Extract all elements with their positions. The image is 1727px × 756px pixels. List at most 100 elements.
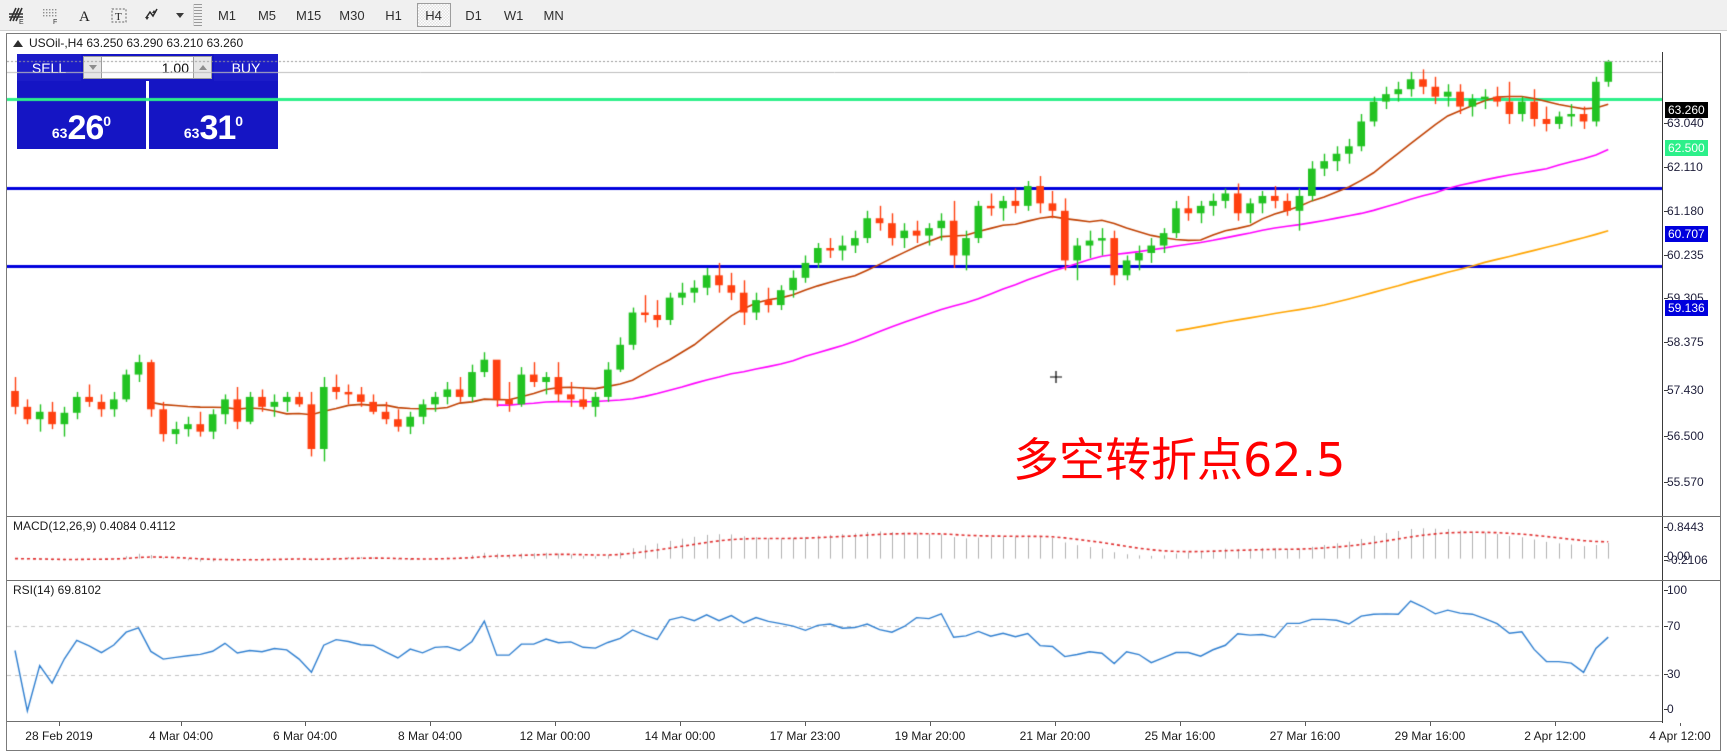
price-axis-tick: 59.136	[1665, 300, 1708, 316]
price-axis-tick: 58.375	[1664, 335, 1704, 349]
macd-axis-tick: -0.2106	[1664, 553, 1708, 567]
chart-window[interactable]: USOil-,H4 63.250 63.290 63.210 63.260 SE…	[6, 33, 1721, 751]
axis-tickmark	[1664, 590, 1668, 591]
time-axis-label: 14 Mar 00:00	[644, 729, 716, 743]
svg-text:A: A	[79, 9, 90, 25]
price-axis-tick: 60.235	[1664, 248, 1704, 262]
svg-text:F: F	[53, 19, 57, 25]
axis-tickmark	[1664, 709, 1668, 710]
time-tickmark	[680, 722, 681, 726]
price-axis-tick: 62.110	[1664, 160, 1703, 174]
collapse-triangle-icon[interactable]	[13, 39, 23, 47]
price-axis-tick: 56.500	[1664, 429, 1704, 443]
price-axis-tick: 57.430	[1664, 383, 1704, 397]
time-axis-label: 6 Mar 04:00	[272, 729, 338, 743]
time-axis-label: 27 Mar 16:00	[1269, 729, 1341, 743]
chart-annotation-text: 多空转折点62.5	[1013, 433, 1346, 487]
macd-axis-tick: 0.00	[1664, 549, 1690, 563]
axis-tickmark	[1664, 436, 1668, 437]
svg-text:E: E	[19, 19, 24, 25]
price-axis-tick: 61.180	[1664, 204, 1704, 218]
text-tool-icon[interactable]: A	[68, 1, 102, 30]
rsi-pane[interactable]: RSI(14) 69.8102 100 70 30 0	[7, 580, 1720, 724]
timeframe-mn[interactable]: MN	[543, 7, 564, 23]
axis-tickmark	[1664, 298, 1668, 299]
axis-tickmark	[1664, 167, 1668, 168]
rsi-axis-tick: 30	[1664, 667, 1680, 681]
objects-icon[interactable]	[136, 1, 170, 30]
rsi-axis-tick: 70	[1664, 619, 1680, 633]
time-tickmark	[1180, 722, 1181, 726]
price-axis-tick: 63.260	[1665, 102, 1708, 118]
rsi-axis[interactable]: 100 70 30 0	[1662, 581, 1720, 723]
axis-tickmark	[1664, 556, 1668, 557]
axis-tickmark	[1664, 527, 1668, 528]
symbol-ohlc-label: USOil-,H4 63.250 63.290 63.210 63.260	[29, 36, 244, 50]
time-tickmark	[1055, 722, 1056, 726]
time-tickmark	[805, 722, 806, 726]
time-axis-label: 19 Mar 20:00	[894, 729, 966, 743]
axis-tickmark	[1664, 255, 1668, 256]
time-axis-label: 4 Apr 12:00	[1649, 729, 1711, 743]
price-axis[interactable]: 63.260 63.040 62.500 62.110 61.180 60.707 60.2…	[1662, 52, 1720, 536]
time-axis-label: 25 Mar 16:00	[1144, 729, 1216, 743]
timeframe-m30[interactable]: M30	[339, 7, 365, 23]
time-axis-label: 4 Mar 04:00	[148, 729, 214, 743]
toolbar-separator	[193, 4, 202, 26]
axis-tickmark	[1664, 123, 1668, 124]
time-tickmark	[930, 722, 931, 726]
price-axis-tick: 62.500	[1665, 140, 1708, 156]
timeframe-m15[interactable]: M15	[296, 7, 322, 23]
time-tickmark	[1555, 722, 1556, 726]
price-axis-tick: 60.707	[1665, 226, 1708, 242]
axis-tickmark	[1664, 674, 1668, 675]
axis-tickmark	[1664, 560, 1668, 561]
axis-tickmark	[1664, 211, 1668, 212]
macd-axis[interactable]: 0.8443 0.00 -0.2106	[1662, 517, 1720, 580]
time-tickmark	[1430, 722, 1431, 726]
rsi-plot	[7, 581, 1662, 724]
timeframe-h1[interactable]: H1	[385, 7, 402, 23]
main-toolbar: E F A	[0, 0, 1727, 31]
price-pane[interactable]: 多空转折点62.5 63.260 63.040 62.500 62.110 61.180…	[7, 52, 1720, 536]
time-tickmark	[555, 722, 556, 726]
svg-text:T: T	[115, 11, 122, 23]
macd-pane[interactable]: MACD(12,26,9) 0.4084 0.4112 0.8443 0.00 -0…	[7, 516, 1720, 581]
timeframe-d1[interactable]: D1	[465, 7, 482, 23]
chevron-down-icon	[175, 12, 184, 18]
objects-dropdown-caret[interactable]	[170, 1, 188, 30]
grid-icon[interactable]: F	[34, 1, 68, 30]
time-tickmark	[305, 722, 306, 726]
timeframe-m5[interactable]: M5	[257, 7, 277, 23]
time-tickmark	[1680, 722, 1681, 726]
macd-plot	[7, 517, 1662, 581]
time-tickmark	[59, 722, 60, 726]
axis-tickmark	[1664, 626, 1668, 627]
time-axis-label: 2 Apr 12:00	[1524, 729, 1586, 743]
time-axis-label: 29 Mar 16:00	[1394, 729, 1466, 743]
rsi-label: RSI(14) 69.8102	[13, 583, 102, 597]
candlestick-plot[interactable]	[7, 52, 1662, 516]
timeframe-h4[interactable]: H4	[416, 3, 451, 27]
text-label-icon[interactable]: T	[102, 1, 136, 30]
time-axis-label: 17 Mar 23:00	[769, 729, 841, 743]
symbol-header: USOil-,H4 63.250 63.290 63.210 63.260	[7, 34, 243, 52]
time-axis-label: 28 Feb 2019	[25, 729, 93, 743]
time-axis-label: 21 Mar 20:00	[1019, 729, 1091, 743]
rsi-axis-tick: 0	[1664, 702, 1674, 716]
price-axis-tick: 63.040	[1664, 116, 1704, 130]
axis-tickmark	[1664, 342, 1668, 343]
time-tickmark	[181, 722, 182, 726]
timeframe-m1[interactable]: M1	[217, 7, 237, 23]
time-axis-label: 12 Mar 00:00	[519, 729, 591, 743]
time-axis[interactable]: 28 Feb 2019 4 Mar 04:00 6 Mar 04:00 8 Mar 0…	[7, 721, 1720, 750]
time-tickmark	[1305, 722, 1306, 726]
time-axis-label: 8 Mar 04:00	[397, 729, 463, 743]
axis-tickmark	[1664, 390, 1668, 391]
rsi-axis-tick: 100	[1664, 583, 1687, 597]
macd-axis-tick: 0.8443	[1664, 520, 1704, 534]
macd-label: MACD(12,26,9) 0.4084 0.4112	[13, 519, 176, 533]
timeframe-w1[interactable]: W1	[503, 7, 524, 23]
axis-tickmark	[1664, 482, 1668, 483]
expert-advisors-icon[interactable]: E	[0, 1, 34, 30]
